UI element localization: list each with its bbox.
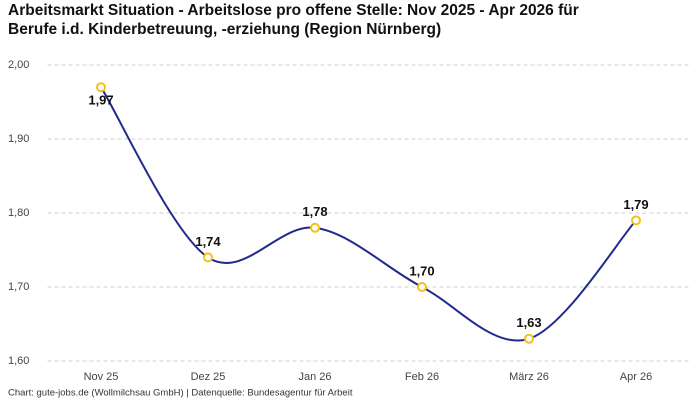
marker (203, 252, 213, 263)
marker (310, 222, 320, 233)
data-label: 1,79 (623, 197, 648, 212)
line (100, 86, 637, 342)
data-label: 1,63 (516, 315, 541, 330)
x-tick-label: März 26 (509, 371, 549, 383)
data-label: 1,97 (88, 93, 113, 108)
data-label: 1,78 (302, 204, 327, 219)
marker (524, 333, 534, 344)
x-tick-label: Nov 25 (84, 371, 119, 383)
x-tick-label: Feb 26 (405, 371, 439, 383)
y-tick-label: 1,80 (8, 207, 29, 219)
marker (417, 282, 427, 292)
marker (96, 82, 106, 93)
chart-title: Arbeitsmarkt Situation - Arbeitslose pro… (8, 2, 579, 19)
marker (631, 215, 641, 226)
x-tick-label: Jan 26 (298, 371, 331, 383)
data-label: 1,74 (195, 234, 221, 249)
x-tick-label: Apr 26 (620, 371, 652, 383)
y-tick-label: 1,60 (8, 355, 29, 367)
data-label: 1,70 (409, 263, 434, 278)
chart-title: Berufe i.d. Kinderbetreuung, -erziehung … (8, 21, 441, 38)
source-note: Chart: gute-jobs.de (Wollmilchsau GmbH) … (8, 388, 353, 399)
x-tick-label: Dez 25 (191, 371, 226, 383)
y-tick-label: 1,90 (8, 133, 29, 145)
y-tick-label: 1,70 (8, 281, 29, 293)
y-tick-label: 2,00 (8, 59, 29, 71)
